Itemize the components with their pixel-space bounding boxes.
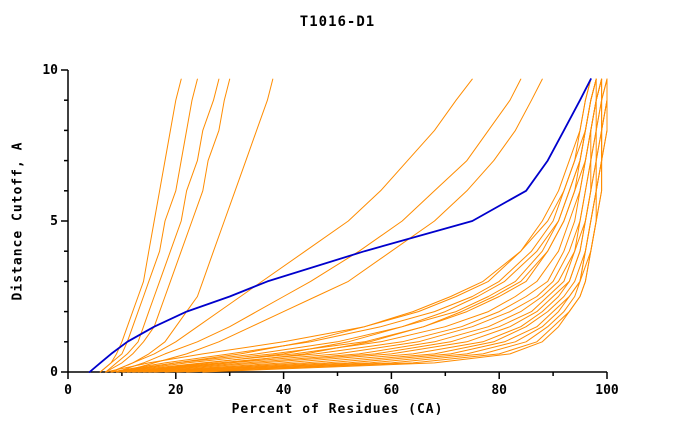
curve-highlighted-model — [88, 78, 592, 373]
x-tick-label: 100 — [595, 383, 619, 398]
x-tick-label: 20 — [168, 383, 184, 398]
x-tick-label: 80 — [491, 383, 507, 398]
curve-model-01 — [99, 78, 182, 373]
curve-model-15 — [121, 78, 603, 373]
x-tick-label: 60 — [384, 383, 400, 398]
tick-labels: 0 20 40 60 80 100 0 5 10 — [42, 63, 619, 398]
curve-model-04 — [105, 78, 231, 373]
curve-model-20 — [148, 78, 608, 373]
curve-model-25 — [202, 78, 608, 373]
curve-model-17 — [132, 78, 603, 373]
curve-model-27 — [126, 78, 597, 373]
curve-model-10 — [110, 78, 592, 373]
curve-model-23 — [175, 78, 608, 373]
curves — [88, 78, 608, 373]
curve-model-18 — [137, 78, 603, 373]
chart-title: T1016-D1 — [299, 14, 376, 30]
curve-model-09 — [105, 78, 592, 373]
x-tick-label: 0 — [64, 383, 72, 398]
curve-model-28 — [116, 78, 597, 373]
curve-model-03 — [105, 78, 220, 373]
curve-model-08 — [121, 78, 543, 373]
y-tick-label: 10 — [42, 63, 58, 78]
tick-marks — [61, 69, 608, 379]
curve-model-06 — [110, 78, 473, 373]
curve-model-07 — [116, 78, 522, 373]
curve-model-26 — [132, 78, 603, 373]
curve-model-02 — [99, 78, 198, 373]
x-axis-label: Percent of Residues (CA) — [231, 402, 444, 417]
curve-model-05 — [110, 78, 274, 373]
y-tick-label: 0 — [50, 365, 58, 380]
curve-model-14 — [121, 78, 603, 373]
curve-model-22 — [164, 78, 608, 373]
x-tick-label: 40 — [276, 383, 292, 398]
curve-model-16 — [126, 78, 603, 373]
y-tick-label: 5 — [50, 214, 58, 229]
